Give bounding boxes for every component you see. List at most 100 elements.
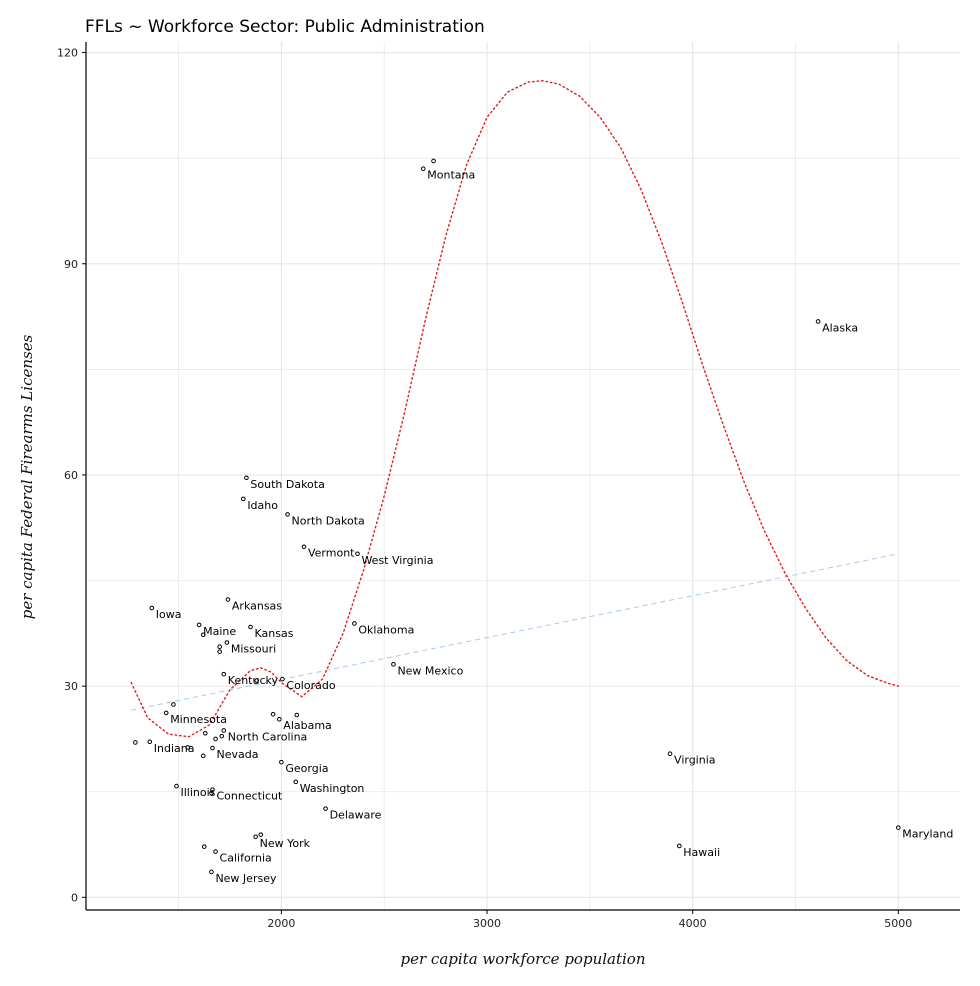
data-point (420, 166, 426, 172)
data-point (280, 676, 285, 682)
fit-lines (130, 79, 899, 738)
data-point (323, 806, 328, 811)
data-point (213, 849, 218, 854)
point-label: Delaware (330, 809, 382, 822)
data-point (221, 671, 227, 677)
data-point (196, 622, 202, 628)
linear-fit-line (131, 553, 899, 711)
point-label: Kansas (255, 627, 294, 640)
x-axis-title: per capita workforce population (401, 950, 646, 968)
data-point (244, 475, 249, 481)
point-label: Missouri (231, 642, 276, 655)
data-point (391, 662, 396, 667)
point-label: New Jersey (215, 872, 277, 885)
data-point (202, 731, 208, 736)
point-label: Indiana (154, 742, 195, 755)
data-point (217, 649, 222, 654)
data-point (294, 712, 300, 718)
point-label: Arkansas (232, 600, 282, 613)
data-point (200, 753, 206, 759)
data-point (301, 544, 307, 550)
data-point (209, 790, 214, 796)
axis-ticks: 2000 3000 4000 5000 0 30 60 90 120 (57, 47, 912, 930)
data-point (258, 832, 264, 837)
point-label: Oklahoma (358, 623, 414, 636)
point-label: Washington (300, 782, 365, 795)
data-point (270, 711, 276, 717)
data-point (431, 158, 436, 164)
point-label: Alabama (283, 719, 332, 732)
point-labels: Montana Alaska South Dakota Idaho North Dako… (154, 169, 954, 885)
data-point (149, 605, 155, 611)
data-point (355, 551, 360, 557)
data-point (221, 728, 227, 733)
grid (86, 42, 960, 910)
data-point (217, 644, 222, 650)
point-label: North Carolina (228, 730, 308, 743)
data-point (676, 843, 682, 849)
data-point (667, 751, 673, 757)
data-point (241, 496, 246, 502)
point-label: Hawaii (683, 846, 720, 859)
point-label: Minnesota (170, 713, 227, 726)
point-label: West Virginia (361, 554, 433, 567)
point-label: Montana (427, 169, 475, 182)
point-label: New Mexico (397, 664, 463, 677)
point-label: North Dakota (292, 514, 365, 527)
point-label: Maine (203, 625, 236, 638)
data-point (163, 710, 169, 716)
x-tick-label: 2000 (267, 917, 295, 930)
point-label: Virginia (674, 754, 715, 767)
data-point (352, 621, 357, 626)
data-point (210, 745, 215, 751)
data-point (815, 319, 821, 324)
x-tick-label: 5000 (884, 917, 912, 930)
data-point (213, 736, 218, 742)
point-label: California (220, 852, 272, 865)
data-point (254, 678, 259, 683)
y-tick-label: 90 (64, 258, 78, 271)
point-label: Georgia (285, 762, 328, 775)
y-axis-title: per capita Federal Firearms Licenses (18, 334, 36, 619)
point-label: Idaho (247, 499, 278, 512)
point-label: New York (260, 837, 311, 850)
data-point (277, 716, 282, 722)
x-tick-label: 3000 (473, 917, 501, 930)
data-point (133, 740, 138, 745)
point-label: Vermont (308, 547, 355, 560)
data-point (219, 733, 225, 739)
point-label: Maryland (902, 828, 953, 841)
data-point (293, 779, 299, 785)
y-tick-label: 30 (64, 680, 78, 693)
point-label: Alaska (822, 321, 858, 334)
data-point (224, 640, 230, 645)
point-label: Kentucky (228, 674, 279, 687)
polynomial-fit-line (130, 79, 899, 738)
data-point (171, 702, 176, 707)
y-tick-label: 120 (57, 47, 78, 60)
data-point (225, 597, 231, 602)
point-label: Iowa (156, 608, 182, 621)
chart-title: FFLs ~ Workforce Sector: Public Administ… (85, 17, 485, 37)
point-label: Colorado (286, 679, 335, 692)
x-tick-label: 4000 (679, 917, 707, 930)
data-point (896, 825, 901, 830)
y-tick-label: 60 (64, 469, 78, 482)
data-point (209, 869, 214, 875)
data-point (253, 834, 258, 840)
data-point (200, 632, 206, 638)
data-point (147, 739, 153, 745)
point-label: Connecticut (216, 790, 283, 803)
data-point (174, 783, 179, 789)
data-point (279, 759, 284, 765)
y-tick-label: 0 (71, 891, 78, 904)
data-point (201, 844, 207, 849)
point-label: South Dakota (250, 478, 324, 491)
data-points (133, 158, 901, 875)
data-point (248, 624, 253, 630)
point-label: Nevada (216, 748, 258, 761)
point-label: Illinois (180, 786, 215, 799)
data-point (185, 745, 191, 750)
data-point (285, 512, 290, 517)
